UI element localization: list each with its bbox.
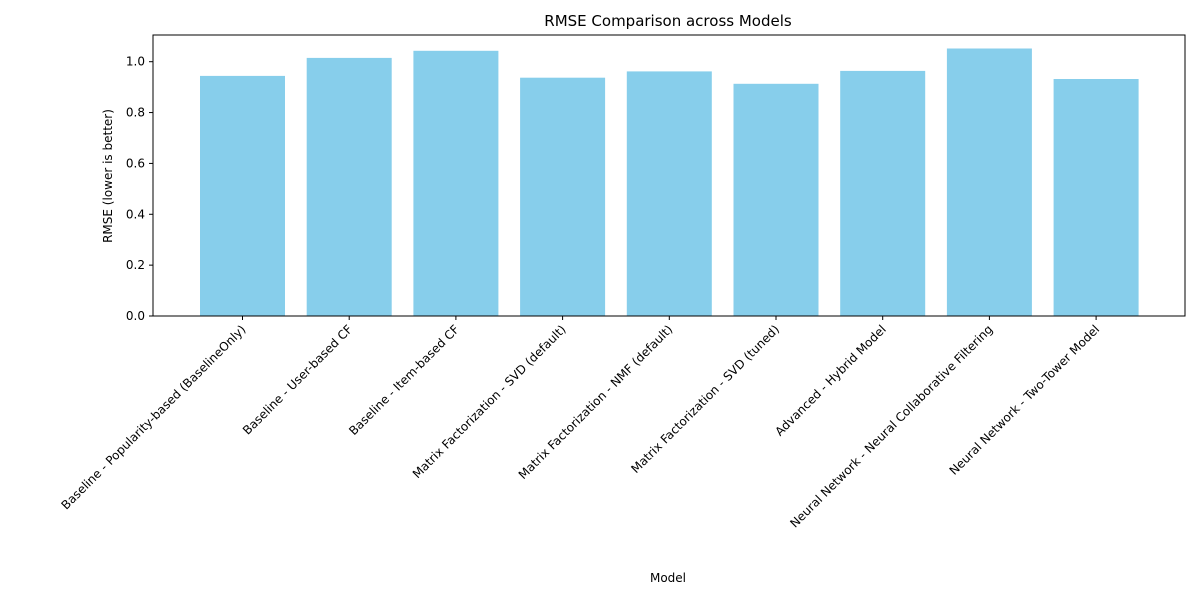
bar xyxy=(200,75,285,317)
x-tick-label: Baseline - Item-based CF xyxy=(346,322,462,438)
x-axis: Baseline - Popularity-based (BaselineOnl… xyxy=(59,316,1102,530)
bar xyxy=(306,57,392,317)
bar xyxy=(413,50,499,317)
y-tick-label: 0.0 xyxy=(126,309,145,323)
y-axis: 0.0 0.2 0.4 0.6 0.8 1.0 xyxy=(126,55,153,323)
y-tick-label: 0.2 xyxy=(126,258,145,272)
bars-layer xyxy=(200,48,1139,317)
bar xyxy=(946,48,1032,316)
y-tick-label: 1.0 xyxy=(126,55,145,69)
x-axis-label: Model xyxy=(650,571,686,585)
y-tick-label: 0.6 xyxy=(126,156,145,170)
chart-title: RMSE Comparison across Models xyxy=(544,12,792,30)
x-tick-label: Baseline - Popularity-based (BaselineOnl… xyxy=(59,322,249,512)
x-tick-label: Advanced - Hybrid Model xyxy=(772,322,888,438)
x-tick-label: Neural Network - Neural Collaborative Fi… xyxy=(787,322,995,530)
x-tick-label: Baseline - User-based CF xyxy=(240,322,355,437)
bar xyxy=(1053,79,1139,316)
y-tick-label: 0.4 xyxy=(126,207,145,221)
bar xyxy=(840,70,926,317)
bar xyxy=(626,71,712,317)
plot-frame xyxy=(152,34,1186,317)
y-axis-label: RMSE (lower is better) xyxy=(101,109,115,243)
bar xyxy=(733,83,819,316)
bar xyxy=(520,77,606,316)
y-tick-label: 0.8 xyxy=(126,106,145,120)
